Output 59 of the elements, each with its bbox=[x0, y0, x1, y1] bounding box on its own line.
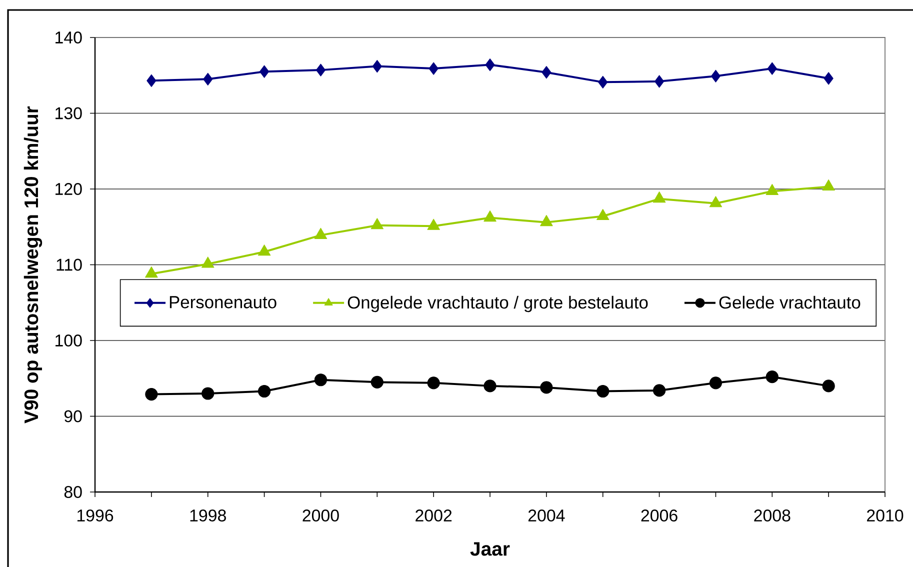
point bbox=[484, 380, 496, 392]
y-tick-label: 110 bbox=[56, 258, 82, 271]
point bbox=[372, 60, 382, 73]
point bbox=[709, 196, 722, 208]
point bbox=[540, 381, 553, 394]
point bbox=[146, 74, 156, 87]
point bbox=[766, 184, 779, 196]
y-tick-label: 120 bbox=[56, 182, 82, 195]
point bbox=[767, 62, 777, 75]
point bbox=[428, 62, 438, 75]
point bbox=[540, 215, 553, 226]
x-tick-label: 1998 bbox=[190, 510, 226, 522]
legend-label: Ongelede vrachtauto / grote bestelauto bbox=[348, 296, 648, 312]
point bbox=[370, 376, 384, 388]
y-tick-label: 100 bbox=[56, 334, 82, 346]
point bbox=[316, 64, 326, 76]
point bbox=[258, 384, 271, 398]
x-tick-label: 2010 bbox=[867, 510, 904, 522]
point bbox=[598, 76, 608, 88]
point bbox=[766, 370, 778, 384]
point bbox=[652, 384, 666, 397]
y-axis-title: V90 op autosnelwegen 120 km/uur bbox=[24, 106, 42, 424]
point bbox=[427, 376, 440, 390]
point bbox=[203, 72, 213, 86]
point bbox=[822, 380, 835, 392]
point bbox=[145, 266, 158, 278]
point bbox=[484, 210, 496, 222]
point bbox=[485, 58, 495, 72]
point bbox=[370, 218, 384, 230]
point bbox=[314, 228, 328, 239]
point bbox=[710, 70, 721, 82]
x-tick-label: 1996 bbox=[77, 510, 114, 522]
point bbox=[259, 65, 270, 78]
y-tick-label: 90 bbox=[64, 410, 82, 422]
point bbox=[596, 208, 610, 220]
point bbox=[202, 256, 214, 268]
point bbox=[709, 376, 722, 390]
point bbox=[654, 75, 664, 88]
y-tick-label: 80 bbox=[64, 486, 82, 498]
x-tick-label: 2000 bbox=[302, 510, 339, 522]
point bbox=[596, 384, 610, 398]
point bbox=[202, 387, 214, 400]
point bbox=[652, 192, 666, 203]
legend-label: Gelede vrachtauto bbox=[719, 296, 860, 309]
y-tick-label: 130 bbox=[56, 107, 82, 120]
y-tick-label: 140 bbox=[56, 31, 82, 44]
point bbox=[314, 374, 328, 386]
point bbox=[258, 244, 271, 256]
x-tick-label: 2008 bbox=[754, 510, 790, 522]
point bbox=[427, 218, 440, 230]
point bbox=[822, 179, 835, 191]
x-tick-label: 2004 bbox=[528, 510, 565, 522]
point bbox=[145, 388, 158, 401]
x-tick-label: 2002 bbox=[416, 510, 452, 522]
legend-label: Personenauto bbox=[170, 296, 276, 308]
point bbox=[824, 72, 834, 85]
x-axis-title: Jaar bbox=[470, 542, 510, 556]
x-tick-label: 2006 bbox=[641, 510, 678, 522]
point bbox=[542, 66, 552, 79]
